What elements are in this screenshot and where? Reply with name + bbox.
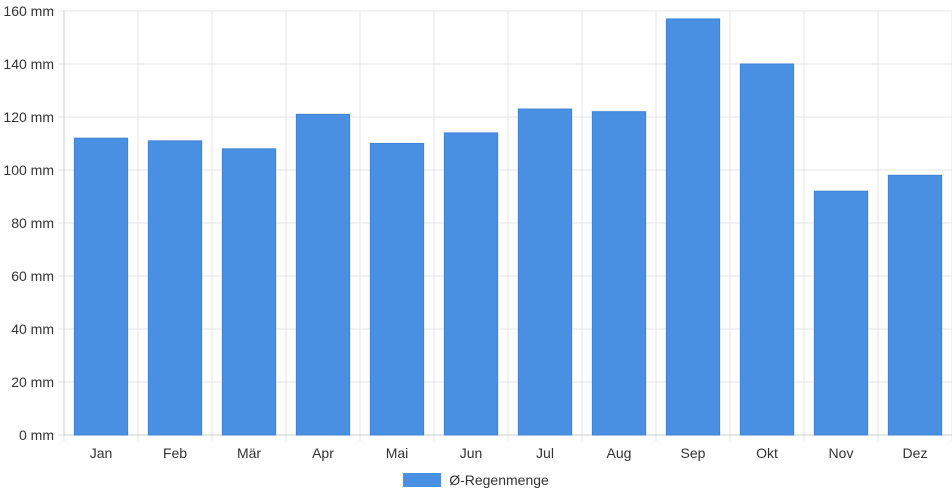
bar-mär[interactable] <box>221 148 277 436</box>
bar-feb[interactable] <box>147 140 203 436</box>
bar-jun[interactable] <box>443 132 499 436</box>
bar-dez[interactable] <box>887 174 943 436</box>
x-tick-label: Mär <box>237 445 261 461</box>
x-tick-label: Mai <box>386 445 409 461</box>
y-tick-label: 0 mm <box>19 427 54 443</box>
bar-okt[interactable] <box>739 63 795 436</box>
bar-jul[interactable] <box>517 108 573 436</box>
x-tick-label: Dez <box>903 445 928 461</box>
x-tick-label: Okt <box>756 445 778 461</box>
x-tick-label: Aug <box>607 445 632 461</box>
legend-swatch <box>403 473 442 487</box>
x-tick-label: Jul <box>536 445 554 461</box>
x-tick-label: Apr <box>312 445 334 461</box>
y-tick-label: 80 mm <box>11 215 54 231</box>
bar-mai[interactable] <box>369 143 425 436</box>
x-tick-label: Feb <box>163 445 187 461</box>
y-tick-label: 100 mm <box>3 162 54 178</box>
y-tick-label: 60 mm <box>11 268 54 284</box>
bar-apr[interactable] <box>295 113 351 436</box>
y-tick-label: 20 mm <box>11 374 54 390</box>
bar-jan[interactable] <box>73 137 129 436</box>
x-tick-label: Jan <box>90 445 113 461</box>
bar-aug[interactable] <box>591 111 647 436</box>
y-tick-label: 40 mm <box>11 321 54 337</box>
x-tick-label: Jun <box>460 445 483 461</box>
x-tick-label: Sep <box>681 445 706 461</box>
bar-nov[interactable] <box>813 190 869 436</box>
y-tick-label: 120 mm <box>3 109 54 125</box>
bar-sep[interactable] <box>665 18 721 436</box>
y-tick-label: 140 mm <box>3 56 54 72</box>
legend-label: Ø-Regenmenge <box>449 472 549 488</box>
legend: Ø-Regenmenge <box>0 472 952 488</box>
x-tick-label: Nov <box>829 445 854 461</box>
bar-chart: 0 mm 20 mm 40 mm 60 mm 80 mm 100 mm 120 mm 140 … <box>3 3 952 461</box>
y-tick-label: 160 mm <box>3 3 54 19</box>
